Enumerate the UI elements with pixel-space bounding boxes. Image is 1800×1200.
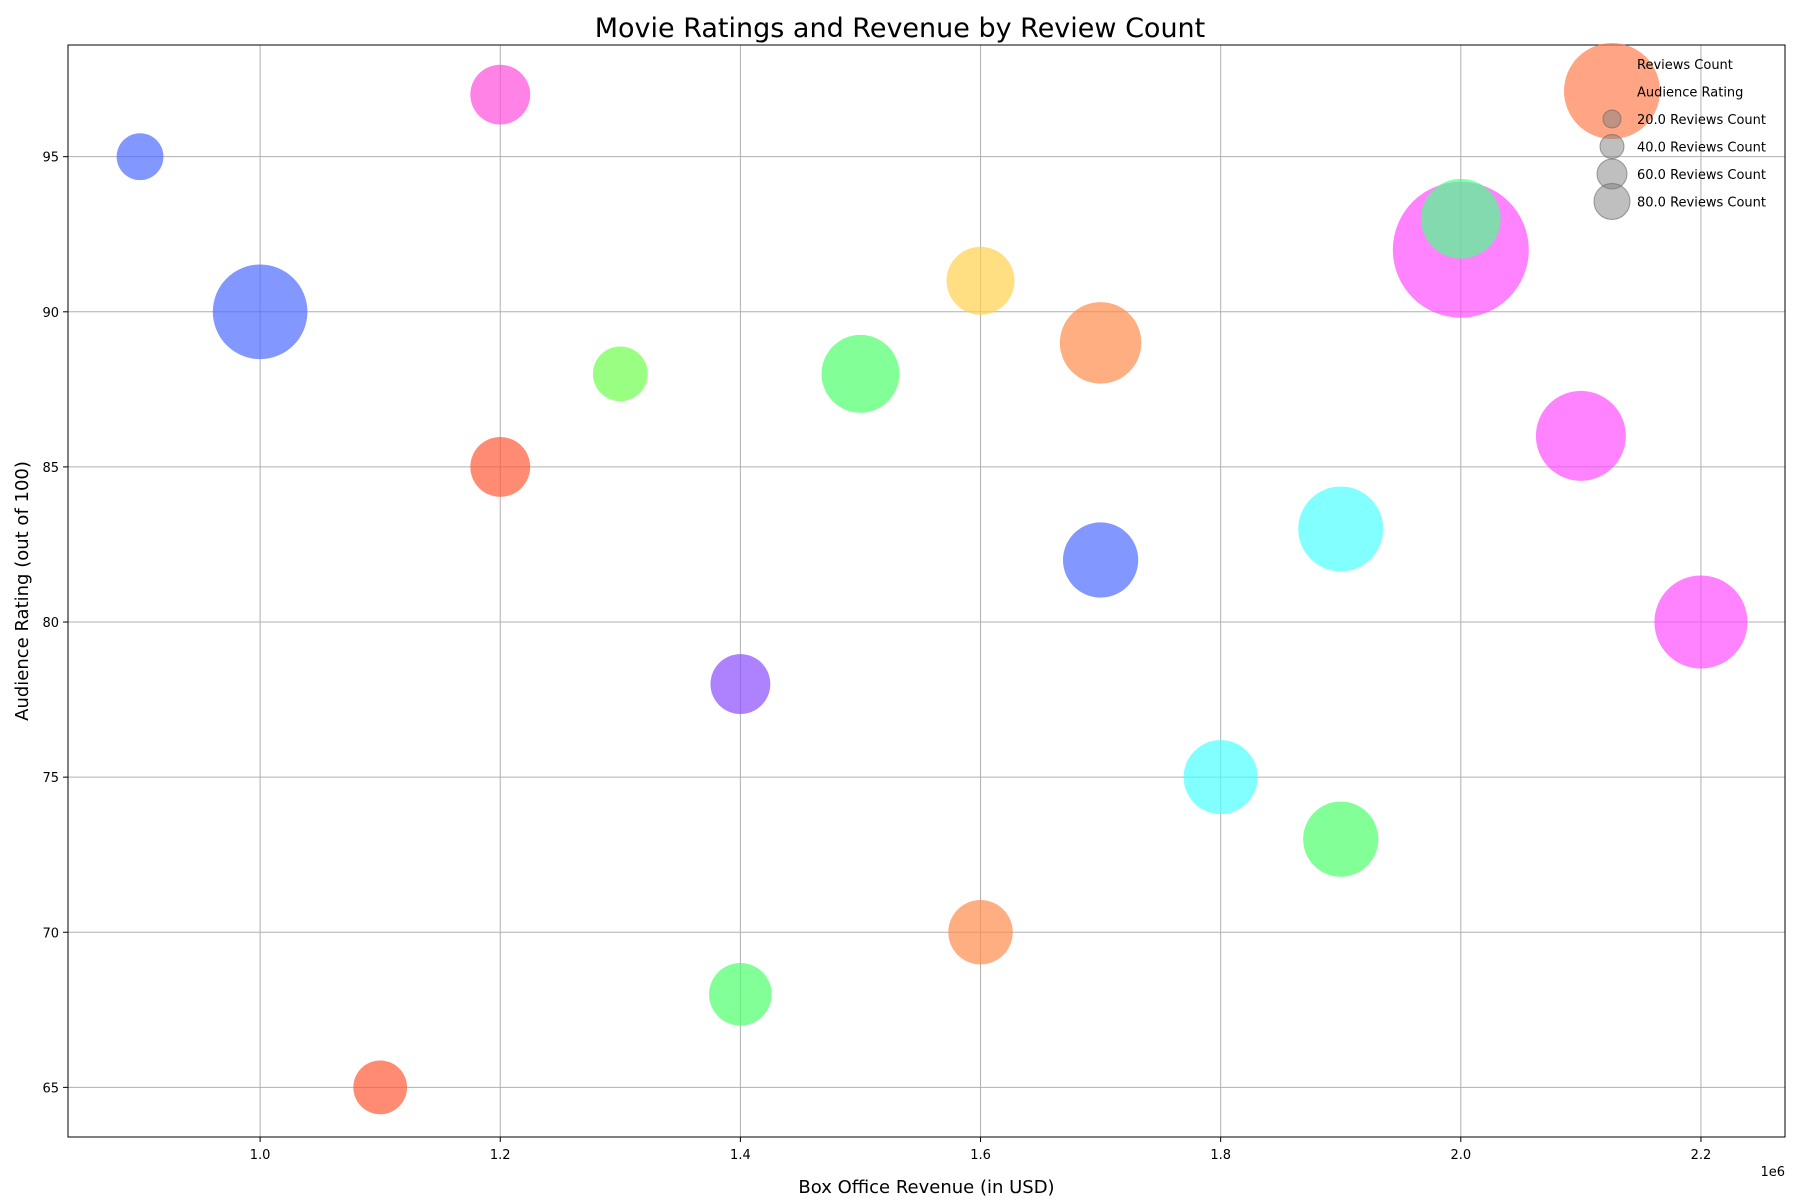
x-tick-label: 1.2 bbox=[490, 1148, 511, 1163]
y-axis-label: Audience Rating (out of 100) bbox=[12, 461, 33, 721]
bubble-point bbox=[1303, 801, 1379, 877]
plot-area-frame bbox=[67, 44, 1786, 1138]
y-tick-label: 70 bbox=[42, 926, 59, 941]
legend: Reviews Count Audience Rating 20.0 Reviews… bbox=[1564, 43, 1766, 220]
y-tick-label: 90 bbox=[42, 306, 59, 321]
x-tick-label: 1.8 bbox=[1210, 1148, 1231, 1163]
legend-size-label: 80.0 Reviews Count bbox=[1637, 196, 1766, 211]
bubble-point bbox=[212, 264, 308, 360]
bubble-point bbox=[948, 900, 1013, 965]
legend-size-label: 60.0 Reviews Count bbox=[1637, 168, 1766, 183]
x-tick-label: 2.2 bbox=[1691, 1148, 1712, 1163]
bubble-points bbox=[116, 64, 1748, 1115]
bubble-point bbox=[1535, 390, 1626, 481]
x-axis-offset-label: 1e6 bbox=[1760, 1165, 1785, 1180]
bubble-point bbox=[821, 334, 900, 413]
bubble-point bbox=[470, 64, 531, 125]
y-tick-label: 80 bbox=[42, 616, 59, 631]
x-tick-label: 1.4 bbox=[730, 1148, 751, 1163]
bubble-point bbox=[470, 436, 531, 497]
legend-header-label: Reviews Count bbox=[1637, 58, 1733, 73]
bubble-point bbox=[1059, 302, 1142, 384]
legend-size-label: 20.0 Reviews Count bbox=[1637, 113, 1766, 128]
bubble-point bbox=[946, 246, 1015, 315]
bubble-point bbox=[116, 133, 164, 181]
legend-size-marker bbox=[1593, 183, 1631, 220]
legend-size-marker bbox=[1602, 109, 1622, 129]
bubble-point bbox=[592, 346, 648, 402]
axis-ticks: 1.0 1.2 1.4 1.6 1.8 2.0 2.2 65 70 75 80 85 90 95 bbox=[42, 151, 1711, 1163]
y-tick-label: 65 bbox=[42, 1081, 59, 1096]
y-tick-label: 75 bbox=[42, 771, 59, 786]
bubble-point bbox=[1183, 740, 1258, 815]
bubble-point bbox=[353, 1060, 408, 1115]
legend-size-label: 40.0 Reviews Count bbox=[1637, 141, 1766, 156]
legend-header-marker bbox=[1564, 43, 1660, 139]
bubble-point bbox=[1298, 486, 1384, 572]
chart-title: Movie Ratings and Revenue by Review Coun… bbox=[595, 13, 1206, 44]
legend-size-marker bbox=[1599, 134, 1625, 159]
bubble-point bbox=[1420, 178, 1501, 259]
grid bbox=[68, 45, 1785, 1137]
y-tick-label: 95 bbox=[42, 151, 59, 166]
bubble-point bbox=[1062, 522, 1139, 598]
bubble-point bbox=[1654, 575, 1748, 669]
x-tick-label: 1.6 bbox=[970, 1148, 991, 1163]
x-tick-label: 2.0 bbox=[1450, 1148, 1471, 1163]
x-tick-label: 1.0 bbox=[250, 1148, 271, 1163]
y-tick-label: 85 bbox=[42, 461, 59, 476]
x-axis-label: Box Office Revenue (in USD) bbox=[798, 1177, 1054, 1198]
bubble-point bbox=[710, 654, 771, 714]
bubble-point bbox=[709, 962, 772, 1026]
legend-header-label: Audience Rating bbox=[1637, 86, 1743, 101]
